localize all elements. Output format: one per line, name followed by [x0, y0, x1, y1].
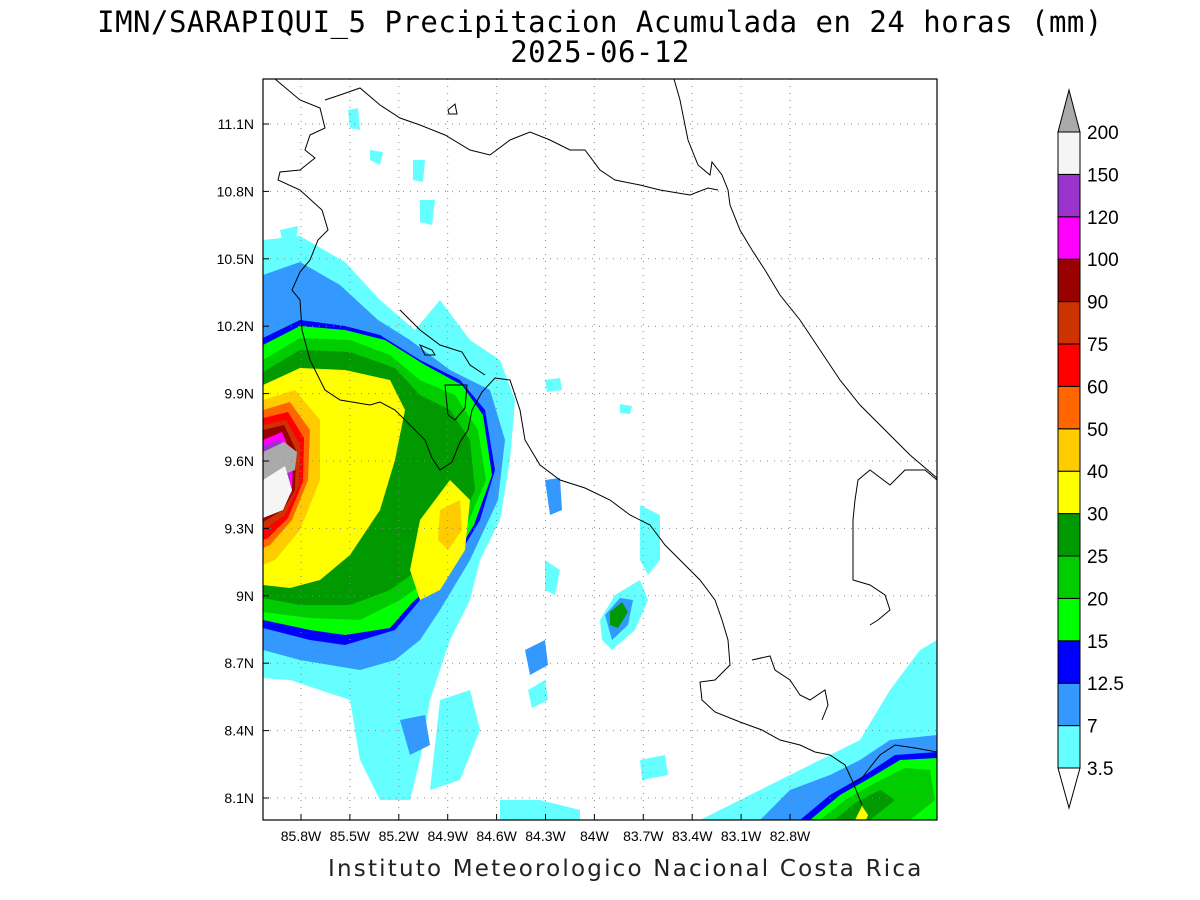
map-date: 2025-06-12 — [510, 35, 690, 69]
lat-tick-label: 8.4N — [224, 723, 254, 739]
colorbar-box — [1057, 301, 1081, 345]
precipitation-field — [263, 108, 937, 820]
lon-tick-label: 84W — [580, 828, 610, 844]
latitude-axis: 11.1N 10.8N 10.5N 10.2N 9.9N 9.6N 9.3N 9N 8.7N 8.… — [217, 116, 269, 806]
colorbar-box — [1057, 682, 1081, 727]
colorbar-box — [1057, 640, 1081, 684]
colorbar-box — [1057, 343, 1081, 387]
colorbar-label: 90 — [1087, 293, 1108, 314]
colorbar-label: 25 — [1087, 547, 1108, 568]
lon-tick-label: 85.2W — [379, 828, 420, 844]
colorbar-label: 7 — [1087, 717, 1098, 738]
coastline — [274, 79, 937, 806]
lon-tick-label: 83.7W — [623, 828, 664, 844]
lat-tick-label: 8.1N — [224, 790, 254, 806]
lat-tick-label: 11.1N — [218, 116, 254, 132]
colorbar-box — [1057, 555, 1081, 599]
colorbar-label: 100 — [1087, 250, 1119, 271]
lat-tick-label: 10.2N — [217, 318, 254, 334]
colorbar-label: 50 — [1087, 420, 1108, 441]
colorbar-box — [1057, 725, 1081, 769]
lon-tick-label: 83.4W — [672, 828, 713, 844]
colorbar-label: 12.5 — [1087, 674, 1124, 695]
colorbar-box — [1057, 216, 1081, 260]
lon-tick-label: 84.6W — [476, 828, 517, 844]
colorbar-label: 200 — [1087, 123, 1119, 144]
map-grid — [263, 79, 937, 820]
lat-tick-label: 8.7N — [224, 655, 254, 671]
lon-tick-label: 82.8W — [770, 828, 811, 844]
colorbar-label: 40 — [1087, 462, 1108, 483]
colorbar-high-arrow — [1057, 88, 1081, 133]
lon-tick-label: 84.9W — [427, 828, 468, 844]
longitude-axis: 85.8W 85.5W 85.2W 84.9W 84.6W 84.3W 84W 83.7W 83… — [281, 814, 811, 844]
colorbar-label: 150 — [1087, 165, 1119, 186]
colorbar-box — [1057, 470, 1081, 515]
lon-tick-label: 83.1W — [721, 828, 762, 844]
map-title: IMN/SARAPIQUI_5 Precipitacion Acumulada … — [97, 5, 1103, 39]
colorbar-label: 15 — [1087, 632, 1108, 653]
colorbar-box — [1057, 513, 1081, 557]
map-frame — [262, 78, 938, 821]
lat-tick-label: 9N — [236, 588, 254, 604]
lon-tick-label: 85.5W — [330, 828, 371, 844]
colorbar-box — [1057, 173, 1081, 218]
colorbar-label: 120 — [1087, 208, 1119, 229]
lat-tick-label: 9.9N — [224, 386, 254, 402]
colorbar-box — [1057, 597, 1081, 642]
colorbar: 3.5 7 12.5 15 20 25 30 40 50 60 75 90 100 120 150 200 — [1057, 88, 1124, 810]
footer-credit: Instituto Meteorologico Nacional Costa R… — [328, 856, 924, 882]
lat-tick-label: 9.3N — [224, 520, 254, 536]
colorbar-label: 30 — [1087, 505, 1108, 526]
lon-tick-label: 84.3W — [525, 828, 566, 844]
colorbar-box — [1057, 258, 1081, 303]
lat-tick-label: 10.5N — [217, 251, 254, 267]
colorbar-box — [1057, 428, 1081, 472]
colorbar-label: 3.5 — [1087, 759, 1113, 780]
colorbar-box — [1057, 131, 1081, 175]
colorbar-box — [1057, 385, 1081, 430]
colorbar-low-arrow — [1057, 767, 1081, 810]
colorbar-label: 60 — [1087, 377, 1108, 398]
lat-tick-label: 10.8N — [217, 183, 254, 199]
lat-tick-label: 9.6N — [224, 453, 254, 469]
colorbar-label: 75 — [1087, 335, 1108, 356]
lon-tick-label: 85.8W — [281, 828, 322, 844]
colorbar-label: 20 — [1087, 589, 1108, 610]
